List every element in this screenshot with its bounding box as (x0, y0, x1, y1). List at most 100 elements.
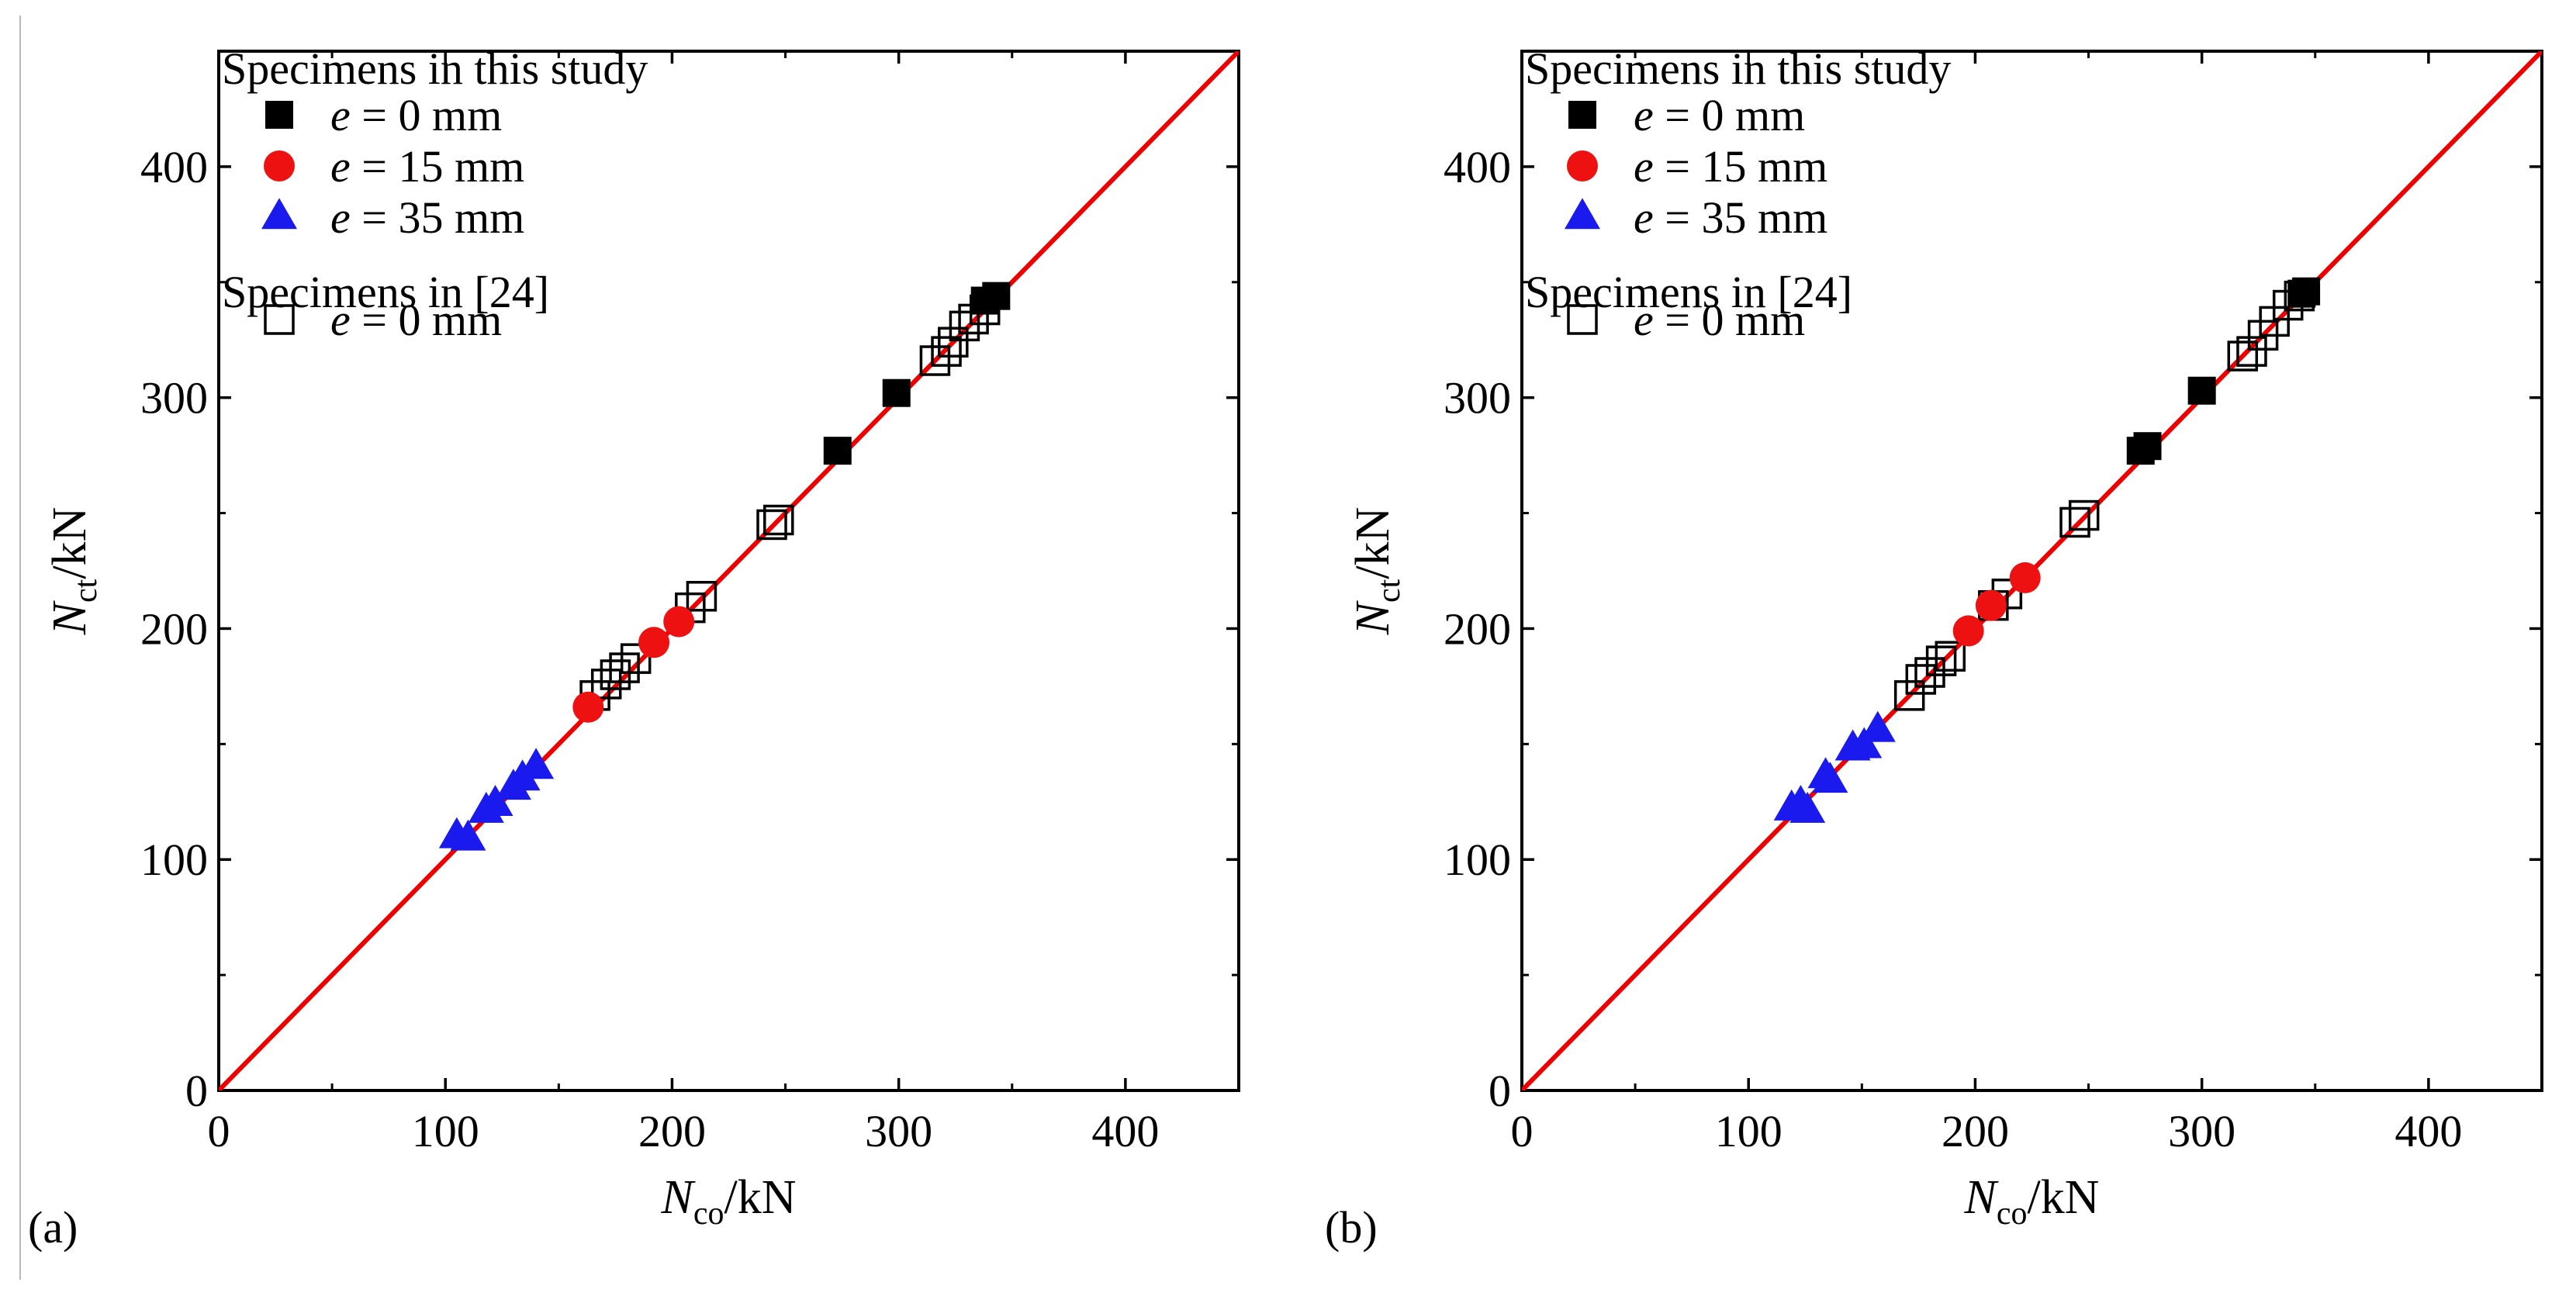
legend-entry-label: e = 35 mm (330, 192, 524, 243)
data-point-hollow (2236, 336, 2267, 367)
data-point-hollow (1935, 641, 1966, 672)
x-tick-label: 300 (865, 1106, 932, 1156)
data-point-e0 (2292, 277, 2321, 306)
legend-marker-e15 (1567, 150, 1598, 181)
series-e15 (1952, 562, 2041, 647)
y-axis-label-unit: /kN (1347, 507, 1399, 579)
x-tick-label: 400 (2394, 1106, 2462, 1156)
data-point-hollow (949, 310, 980, 342)
y-axis-label: Nct/kN (43, 507, 104, 636)
y-axis-label-symbol: N (43, 600, 96, 635)
data-point-e35 (518, 748, 555, 779)
legend-marker-e35 (1565, 198, 1600, 230)
legend-entry-text: = 0 mm (1654, 90, 1805, 140)
y-tick-label: 300 (1444, 373, 1511, 423)
y-tick-label: 100 (1444, 835, 1511, 885)
plot-frame (217, 50, 1240, 1092)
data-point-e15 (663, 606, 695, 638)
data-point-e35 (1789, 791, 1826, 823)
legend-entry-var: e (330, 90, 351, 140)
x-axis-label: Nco/kN (1963, 1171, 2099, 1232)
data-point-hollow (600, 659, 631, 690)
data-point-e15 (1975, 589, 2007, 621)
legend: Specimens in this study Specimens in [24]… (222, 43, 648, 345)
legend-marker-hollow (1567, 304, 1598, 335)
x-axis-label-subscript: co (693, 1196, 724, 1232)
x-axis-label-symbol: N (660, 1171, 696, 1224)
legend-group-title: Specimens in this study (222, 43, 648, 94)
legend-entry-label: e = 0 mm (1634, 295, 1805, 345)
data-point-e0 (982, 282, 1011, 310)
data-point-e15 (638, 627, 670, 658)
y-tick-label: 100 (140, 835, 208, 885)
series-e0 (823, 282, 1011, 465)
y-axis-label-unit: /kN (43, 507, 96, 579)
data-point-hollow (590, 669, 622, 700)
x-axis-label-unit: /kN (2028, 1171, 2100, 1224)
legend-entry-var: e (330, 192, 351, 243)
legend-group-title: Specimens in this study (1525, 43, 1951, 94)
x-axis-label: Nco/kN (660, 1171, 796, 1232)
data-point-e0 (823, 437, 852, 465)
legend-marker-e0 (1568, 101, 1596, 129)
data-point-hollow (2227, 340, 2259, 372)
data-point-hollow (620, 643, 652, 674)
data-point-e0 (882, 378, 911, 407)
data-point-hollow (931, 336, 962, 367)
legend-entry-var: e (330, 141, 351, 192)
data-point-hollow (919, 345, 951, 376)
x-tick-label: 100 (412, 1106, 479, 1156)
legend-entry-var: e (1634, 141, 1654, 192)
legend-entry-var: e (1634, 192, 1654, 243)
data-point-e0 (2133, 432, 2162, 461)
legend-entry-text: = 15 mm (1654, 141, 1827, 192)
legend-entry-label: e = 0 mm (1634, 90, 1805, 140)
y-axis-label-subscript: ct (1371, 579, 1407, 603)
y-tick-label: 200 (140, 603, 208, 654)
x-tick-label: 300 (2168, 1106, 2235, 1156)
series-e15 (572, 606, 695, 723)
y-tick-label: 400 (140, 142, 208, 192)
legend-entry-text: = 0 mm (351, 295, 502, 345)
data-point-e15 (1952, 615, 1984, 647)
data-point-hollow (2068, 499, 2100, 531)
legend-entry-text: = 35 mm (351, 192, 524, 243)
y-tick-label: 0 (1489, 1066, 1511, 1116)
x-axis-label-symbol: N (1963, 1171, 1999, 1224)
legend-entry-text: = 15 mm (351, 141, 524, 192)
panel-label: (b) (1325, 1202, 1378, 1253)
legend-group-title: Specimens in [24] (1525, 267, 1852, 317)
panel-a: 0 100 200 300 400 0 100 200 300 400 Specimens in t… (28, 43, 1240, 1253)
legend-marker-e0 (265, 101, 293, 129)
legend-entry-var: e (1634, 90, 1654, 140)
plot-frame (1520, 50, 2543, 1092)
data-point-hollow (609, 652, 640, 683)
legend-entry-var: e (1634, 295, 1654, 345)
data-point-hollow (686, 581, 717, 612)
data-point-hollow (756, 509, 787, 541)
data-point-e35 (1846, 727, 1883, 759)
legend-entry-label: e = 0 mm (330, 90, 502, 140)
y-axis-label: Nct/kN (1347, 507, 1407, 636)
legend-entry-label: e = 35 mm (1634, 192, 1827, 243)
y-tick-label: 400 (1444, 142, 1511, 192)
data-point-hollow (763, 504, 794, 536)
legend-entry-text: = 0 mm (1654, 295, 1805, 345)
legend-marker-hollow (264, 304, 295, 335)
legend-group-title: Specimens in [24] (222, 267, 549, 317)
x-axis-label-subscript: co (1997, 1196, 2028, 1232)
x-tick-label: 0 (208, 1106, 230, 1156)
x-tick-label: 0 (1511, 1106, 1533, 1156)
data-point-hollow (1905, 664, 1937, 695)
y-tick-label: 200 (1444, 603, 1511, 654)
panel-label: (a) (28, 1202, 78, 1253)
legend-entry-var: e (330, 295, 351, 345)
y-axis-label-subscript: ct (68, 579, 104, 603)
panel-b: 0 100 200 300 400 0 100 200 300 400 Specimens in t… (1325, 43, 2543, 1253)
x-tick-label: 200 (1942, 1106, 2009, 1156)
x-tick-label: 100 (1715, 1106, 1782, 1156)
legend-marker-e35 (261, 198, 297, 230)
data-point-e0 (2187, 376, 2216, 405)
legend: Specimens in this study Specimens in [24]… (1525, 43, 1951, 345)
